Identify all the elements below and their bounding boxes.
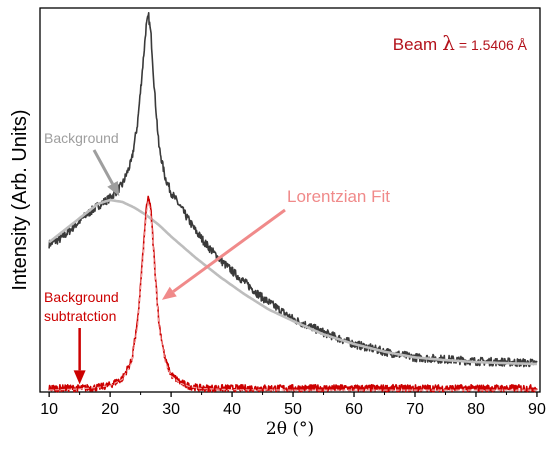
- bg-subtraction-arrow-head: [73, 370, 86, 385]
- x-tick-label: 70: [406, 401, 424, 418]
- x-tick-label: 40: [223, 401, 241, 418]
- lorentzian-annotation: Lorentzian Fit: [287, 187, 390, 206]
- x-axis-title: 2θ (°): [266, 419, 314, 439]
- annotation-arrows: [73, 149, 286, 385]
- x-tick-label: 90: [528, 401, 546, 418]
- bg-subtraction-line-1: Background: [44, 289, 119, 305]
- lorentzian-arrow-head: [161, 286, 177, 300]
- series-line-lorentzian-fit: [49, 201, 537, 391]
- x-tick-label: 80: [467, 401, 485, 418]
- series-line-background: [48, 198, 538, 366]
- bg-subtraction-line-2: subtratction: [44, 308, 116, 324]
- beam-symbol: λ: [442, 31, 455, 55]
- x-tick-label: 10: [40, 401, 58, 418]
- x-tick-label: 60: [345, 401, 363, 418]
- beam-label: Beam: [393, 35, 437, 54]
- lorentzian-arrow-shaft: [172, 208, 286, 293]
- beam-annotation: Beam λ = 1.5406 Å: [393, 31, 528, 55]
- x-axis-ticks: 10 20 30 40 50 60 70 80 90: [40, 392, 546, 418]
- beam-value: = 1.5406 Å: [459, 37, 528, 53]
- bg-subtraction-annotation: Background subtratction: [44, 289, 119, 324]
- series-layer: [48, 12, 538, 393]
- background-arrow-head: [107, 180, 120, 197]
- plot-frame: [39, 7, 541, 393]
- background-annotation: Background: [44, 130, 119, 146]
- series-line-background-subtratction: [48, 195, 538, 393]
- x-tick-label: 20: [101, 401, 119, 418]
- y-axis-title: Intensity (Arb. Units): [9, 109, 31, 290]
- x-tick-label: 50: [284, 401, 302, 418]
- x-tick-label: 30: [162, 401, 180, 418]
- background-arrow-shaft: [92, 149, 114, 185]
